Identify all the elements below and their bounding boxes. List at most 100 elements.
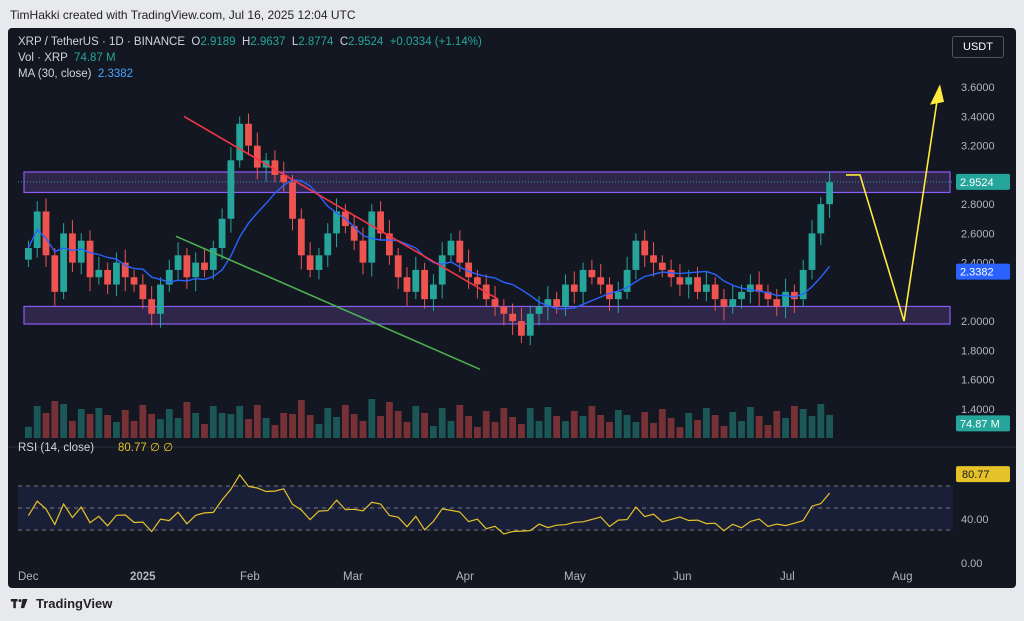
candle-body: [403, 277, 411, 292]
candle-body: [553, 299, 561, 307]
volume-bar: [729, 412, 737, 438]
volume-bar: [799, 409, 807, 438]
candle-body: [658, 262, 666, 270]
candle-body: [500, 306, 508, 314]
candle-body: [535, 306, 543, 314]
candle-body: [799, 269, 807, 300]
legend-header: XRP / TetherUS · 1D · BINANCE O2.9189 H2…: [18, 34, 482, 82]
candle-body: [157, 284, 164, 314]
candle-body: [227, 160, 235, 219]
volume-bar: [113, 422, 120, 438]
volume-bar: [227, 414, 235, 438]
candle-body: [253, 145, 261, 168]
candle-body: [430, 284, 437, 300]
candle-body: [385, 233, 393, 256]
time-tick-label: 2025: [130, 571, 156, 583]
trendline-support: [175, 235, 481, 371]
volume-bar: [685, 413, 693, 438]
volume-bar: [491, 422, 499, 438]
low-label: L: [291, 36, 299, 48]
candle-body: [315, 255, 323, 270]
candle-body: [25, 248, 32, 260]
candle-body: [447, 240, 455, 256]
price-tag-bg: [956, 173, 1010, 190]
low-value: 2.8774: [298, 36, 334, 48]
candle-body: [60, 233, 68, 292]
price-tick-label: 1.8000: [961, 345, 995, 357]
volume-bar: [694, 420, 701, 438]
volume-bar: [702, 408, 710, 438]
candle-body: [201, 262, 208, 270]
volume-label[interactable]: Vol · XRP: [18, 52, 68, 64]
volume-bar: [350, 414, 358, 438]
price-tick-label: 1.4000: [961, 404, 995, 416]
open-label: O: [191, 36, 201, 48]
symbol-name[interactable]: XRP / TetherUS · 1D · BINANCE: [18, 36, 186, 48]
candle-body: [438, 255, 446, 285]
time-tick-label: Aug: [892, 571, 912, 583]
chart-canvas[interactable]: 3.60003.40003.20002.80002.60002.40002.00…: [8, 28, 1016, 588]
volume-bar: [790, 406, 798, 438]
time-tick-label: Feb: [240, 571, 260, 583]
volume-bar: [570, 411, 578, 438]
candle-body: [368, 211, 376, 263]
candle-body: [465, 262, 473, 278]
volume-bar: [606, 422, 613, 438]
chart-frame[interactable]: 3.6000 3.4000 3.2000 2.8000 2.6000 2.4000 2.00…: [8, 28, 1016, 588]
candle-body: [526, 313, 534, 336]
volume-bar: [218, 413, 226, 438]
candle-body: [42, 211, 50, 256]
candle-body: [183, 255, 191, 278]
volume-bar: [746, 407, 754, 438]
volume-bar: [333, 417, 340, 438]
volume-bar: [121, 410, 129, 438]
candle-body: [518, 321, 525, 336]
rsi-legend-value: 80.77 ∅ ∅: [118, 442, 173, 454]
currency-button[interactable]: USDT: [952, 36, 1004, 58]
candle-body: [394, 255, 402, 278]
candle-body: [324, 233, 332, 256]
projection-arrowhead: [930, 84, 944, 105]
high-value: 2.9637: [250, 36, 286, 48]
volume-bar: [201, 424, 208, 438]
candle-body: [667, 269, 675, 278]
candle-body: [139, 284, 147, 300]
volume-bar: [509, 417, 517, 438]
volume-bar: [782, 418, 789, 438]
candle-body: [209, 248, 217, 270]
volume-bar: [641, 412, 649, 438]
projection-path: [846, 94, 939, 322]
volume-bar: [597, 415, 605, 438]
volume-bar: [130, 421, 138, 438]
volume-bar: [650, 423, 657, 438]
volume-bar: [174, 418, 182, 438]
candle-body: [174, 255, 182, 270]
candle-body: [738, 291, 745, 300]
volume-bar: [579, 416, 587, 438]
candle-body: [509, 313, 517, 322]
close-value: 2.9524: [348, 36, 384, 48]
volume-bar: [826, 415, 833, 438]
volume-bar: [42, 413, 50, 438]
candle-body: [588, 269, 596, 278]
volume-bar: [500, 408, 508, 438]
volume-bar: [104, 415, 112, 438]
time-tick-label: Jun: [673, 571, 692, 583]
candle-body: [746, 284, 754, 292]
volume-bar: [518, 424, 525, 438]
candle-body: [218, 218, 226, 248]
volume-bar: [465, 416, 473, 438]
candle-body: [148, 299, 156, 314]
candle-body: [333, 211, 340, 234]
volume-bar: [95, 408, 103, 438]
footer-brand: TradingView: [10, 596, 112, 611]
candle-body: [711, 284, 719, 300]
candle-body: [790, 291, 798, 300]
candle-body: [95, 269, 103, 278]
volume-bar: [447, 421, 455, 438]
price-tick-label: 2.0000: [961, 316, 995, 328]
volume-bar: [368, 399, 376, 438]
candle-body: [51, 255, 59, 292]
volume-bar: [403, 422, 411, 438]
ma-label[interactable]: MA (30, close): [18, 68, 92, 80]
